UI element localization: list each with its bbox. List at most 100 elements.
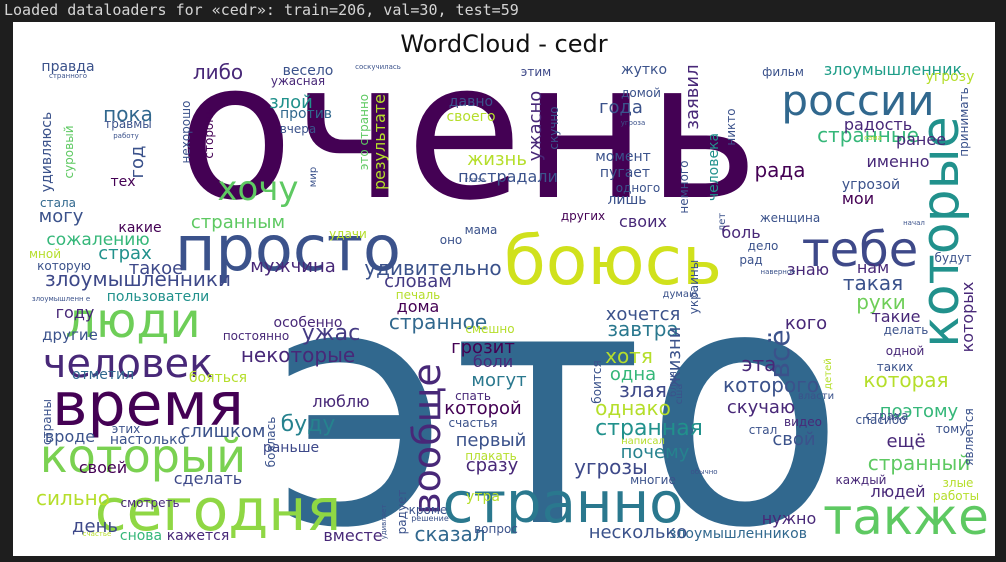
word-83: странным (191, 212, 285, 233)
word-120: ранее (896, 130, 946, 149)
word-21: такая (843, 271, 903, 295)
word-47: почему (621, 442, 690, 463)
word-16: злоумышленники (45, 267, 231, 291)
word-186: счастье (83, 530, 112, 538)
word-190: сама (864, 134, 882, 142)
word-137: боль (721, 223, 760, 242)
word-102: ужасная (271, 74, 325, 88)
word-9: который (40, 429, 246, 483)
word-153: злые (943, 476, 974, 490)
word-146: такие (871, 307, 920, 326)
word-113: пострадали (458, 167, 558, 186)
word-58: некоторые (241, 343, 355, 367)
word-168: сша (674, 384, 685, 405)
word-124: угрозу (926, 69, 975, 85)
word-10: тебе (802, 222, 919, 278)
word-62: вроде (45, 427, 95, 446)
word-140: знаю (787, 260, 829, 279)
word-177: решение (411, 514, 449, 523)
word-139: рад (739, 253, 762, 267)
word-60: буду (281, 412, 336, 437)
word-160: думаю (663, 289, 698, 300)
word-28: которой (444, 398, 522, 419)
word-105: мир (308, 167, 319, 187)
chart-title: WordCloud - cedr (400, 30, 608, 58)
word-56: хочется (606, 304, 681, 325)
word-179: боялась (264, 417, 278, 468)
word-79: такое (129, 258, 183, 279)
word-107: давно (449, 94, 493, 110)
word-145: делать (884, 323, 929, 337)
word-189: работу (113, 132, 139, 140)
word-182: начал (903, 219, 925, 227)
word-155: видео (784, 415, 822, 429)
word-138: дело (748, 239, 779, 253)
word-29: первый (456, 430, 527, 451)
word-104: это странно (357, 94, 371, 170)
word-30: сразу (466, 455, 519, 476)
word-108: своего (446, 109, 495, 125)
word-148: спасибо (856, 413, 907, 427)
word-122: угрозой (842, 177, 900, 193)
word-132: немного (677, 160, 691, 213)
word-114: жутко (621, 62, 667, 78)
wordcloud-figure: WordCloud - cedr очень это боюсь просто сего… (13, 22, 995, 556)
word-55: завтра (607, 317, 678, 341)
word-14: хочу (217, 169, 298, 209)
word-34: вместе (323, 526, 382, 545)
word-23: мужчина (250, 256, 336, 277)
word-135: домой (621, 86, 661, 100)
word-59: слишком (180, 421, 265, 442)
word-45: свой (772, 429, 815, 450)
word-36: нужно (762, 509, 817, 528)
word-68: настолько (110, 432, 186, 448)
word-18: злоумышленник (824, 60, 963, 79)
word-0: очень (177, 22, 759, 242)
word-33: сказал (414, 522, 485, 546)
word-103: результате (370, 94, 389, 190)
word-80: страх (98, 243, 152, 264)
word-156: стал (749, 423, 778, 437)
word-48: однако (595, 396, 671, 420)
word-75: другие (42, 326, 98, 344)
word-3: просто (175, 212, 401, 285)
word-116: года (599, 97, 643, 118)
word-111: скучно (547, 106, 561, 149)
word-152: каждый (836, 473, 887, 487)
word-126: момент (595, 149, 651, 165)
word-99: вчера (280, 122, 317, 136)
word-115: заявил (682, 64, 703, 129)
word-169: спать (455, 389, 491, 403)
word-112: жизнь (467, 149, 527, 170)
word-11: люди (65, 293, 200, 349)
word-2: боюсь (504, 222, 722, 301)
word-87: мной (29, 247, 61, 261)
word-40: ещё (886, 431, 925, 452)
word-144: одной (886, 344, 925, 358)
word-85: которую (37, 259, 91, 273)
word-166: боится (590, 360, 604, 403)
word-129: лишь (607, 192, 646, 208)
word-50: хотя (605, 344, 653, 368)
word-142: будут (935, 251, 972, 265)
word-165: жизни (664, 327, 685, 388)
word-84: какие (118, 220, 161, 236)
word-187: соскучилась (355, 63, 401, 71)
word-192: угроза (621, 119, 646, 127)
word-95: суровый (62, 125, 76, 178)
word-175: утра (466, 489, 500, 505)
word-77: особенно (274, 315, 343, 331)
word-181: мама (465, 223, 498, 237)
word-54: кого (785, 313, 827, 334)
word-22: руки (856, 290, 906, 314)
word-167: блин (668, 371, 679, 397)
word-164: боли (473, 352, 513, 371)
word-106: удачи (329, 227, 367, 241)
word-117: человека (706, 133, 722, 201)
word-94: травмы (104, 117, 152, 131)
word-184: обычно (690, 468, 717, 476)
word-119: радость (844, 115, 912, 134)
word-13: россии (781, 76, 934, 125)
word-97: злой (269, 92, 313, 113)
